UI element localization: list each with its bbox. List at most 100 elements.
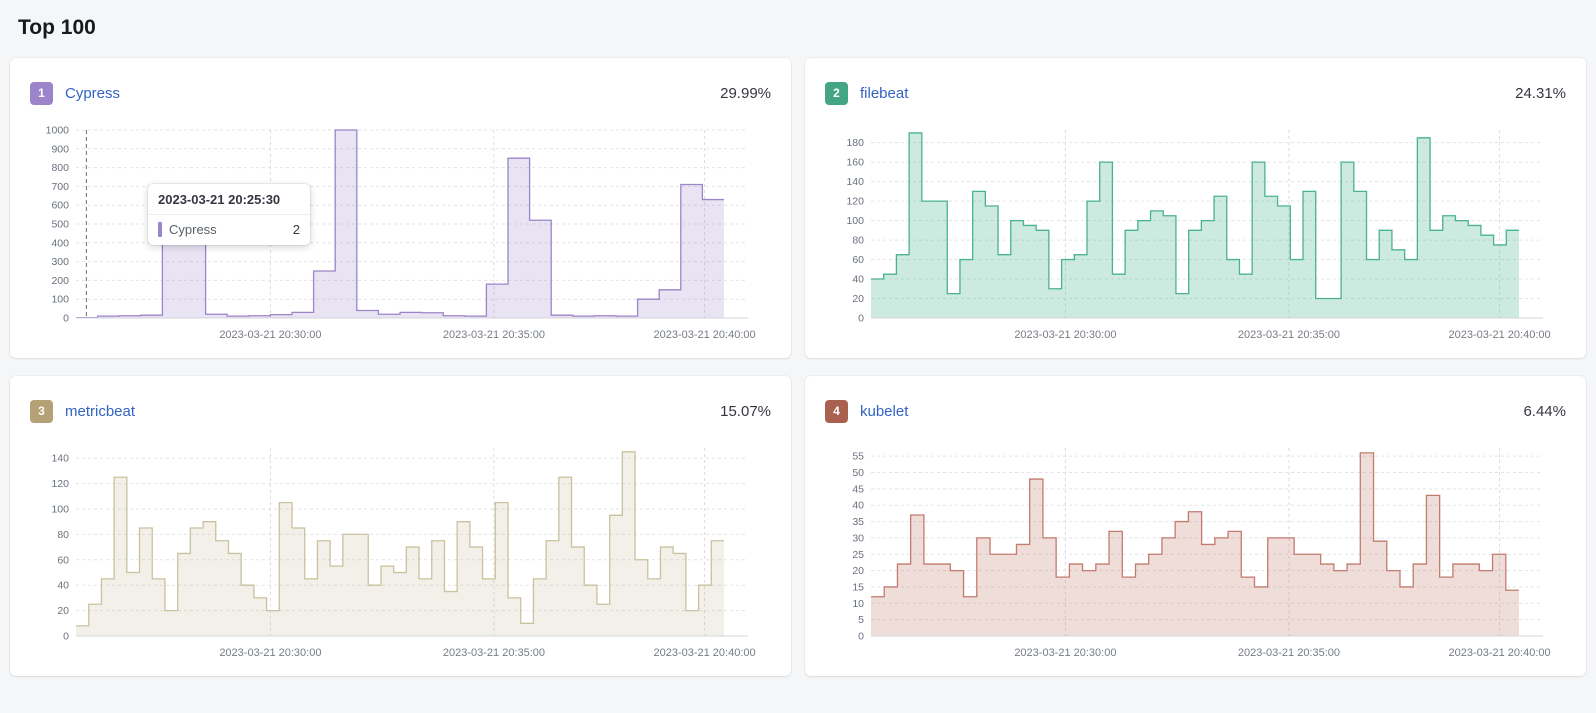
chart-card: 4 kubelet 6.44% 0 5 10 15 20 25 30 35 40 45 50 55 20…	[805, 376, 1586, 676]
svg-text:300: 300	[51, 256, 69, 268]
tooltip-series-value: 2	[292, 222, 300, 237]
chart-card: 3 metricbeat 15.07% 0 20 40 60 80 100 120 140 20…	[10, 376, 791, 676]
svg-text:120: 120	[846, 196, 864, 208]
series-line	[76, 451, 724, 627]
y-axis: 0 5 10 15 20 25 30 35 40 45 50 55	[852, 451, 1543, 643]
svg-text:55: 55	[852, 451, 864, 463]
chart-card: 1 Cypress 29.99% 0 100 200 300 400 500 600 700 8…	[10, 58, 791, 358]
page-title: Top 100	[18, 16, 96, 39]
svg-text:100: 100	[51, 503, 69, 515]
card-header: 1 Cypress 29.99%	[30, 80, 771, 106]
svg-text:5: 5	[858, 614, 864, 626]
svg-text:2023-03-21 20:35:00: 2023-03-21 20:35:00	[1238, 329, 1340, 341]
svg-text:1000: 1000	[46, 125, 70, 137]
svg-text:2023-03-21 20:40:00: 2023-03-21 20:40:00	[1448, 329, 1550, 341]
area-fill	[76, 451, 724, 636]
percent-value: 29.99%	[720, 84, 771, 102]
svg-text:100: 100	[846, 215, 864, 227]
svg-text:400: 400	[51, 237, 69, 249]
chart-svg: 0 5 10 15 20 25 30 35 40 45 50 55 2023-03-21 20:30:0…	[852, 448, 1551, 659]
area-fill	[871, 452, 1519, 636]
rank-badge: 1	[30, 81, 53, 105]
svg-text:2023-03-21 20:40:00: 2023-03-21 20:40:00	[653, 647, 755, 659]
svg-text:900: 900	[51, 143, 69, 155]
x-axis: 2023-03-21 20:30:00 2023-03-21 20:35:00 20…	[1014, 130, 1551, 341]
svg-text:50: 50	[852, 467, 864, 479]
svg-text:0: 0	[858, 313, 864, 325]
svg-text:2023-03-21 20:35:00: 2023-03-21 20:35:00	[443, 329, 545, 341]
svg-text:0: 0	[63, 313, 69, 325]
svg-text:2023-03-21 20:40:00: 2023-03-21 20:40:00	[1448, 647, 1550, 659]
cards-grid: 1 Cypress 29.99% 0 100 200 300 400 500 600 700 8…	[10, 58, 1586, 676]
svg-text:500: 500	[51, 219, 69, 231]
svg-text:120: 120	[51, 478, 69, 490]
series-line	[871, 132, 1519, 300]
svg-text:80: 80	[852, 235, 864, 247]
svg-text:60: 60	[852, 254, 864, 266]
chart-card: 2 filebeat 24.31% 0 20 40 60 80 100 120 140 160 1…	[805, 58, 1586, 358]
area-fill	[871, 132, 1519, 318]
series-link[interactable]: metricbeat	[65, 402, 136, 420]
rank-badge: 4	[825, 399, 848, 423]
svg-text:600: 600	[51, 200, 69, 212]
tooltip-time: 2023-03-21 20:25:30	[148, 184, 310, 215]
svg-text:20: 20	[852, 293, 864, 305]
svg-text:100: 100	[51, 294, 69, 306]
series-link[interactable]: filebeat	[860, 84, 909, 102]
svg-text:2023-03-21 20:30:00: 2023-03-21 20:30:00	[1014, 329, 1116, 341]
card-header: 3 metricbeat 15.07%	[30, 398, 771, 424]
area-chart[interactable]: 0 20 40 60 80 100 120 140 2023-03-21 20:30:00 202…	[30, 438, 771, 662]
svg-text:2023-03-21 20:35:00: 2023-03-21 20:35:00	[443, 647, 545, 659]
rank-badge: 3	[30, 399, 53, 423]
svg-text:0: 0	[858, 631, 864, 643]
area-chart[interactable]: 0 20 40 60 80 100 120 140 160 180 2023-03-21 20:30…	[825, 120, 1566, 344]
page: Top 100 1 Cypress 29.99% 0 100 200 300 400 50…	[10, 16, 1586, 676]
svg-text:800: 800	[51, 162, 69, 174]
svg-text:80: 80	[57, 529, 69, 541]
rank-badge: 2	[825, 81, 848, 105]
card-header: 4 kubelet 6.44%	[825, 398, 1566, 424]
svg-text:180: 180	[846, 137, 864, 149]
svg-text:700: 700	[51, 181, 69, 193]
svg-text:30: 30	[852, 532, 864, 544]
svg-text:140: 140	[846, 176, 864, 188]
svg-text:160: 160	[846, 157, 864, 169]
percent-value: 24.31%	[1515, 84, 1566, 102]
series-line	[871, 452, 1519, 598]
svg-text:40: 40	[852, 500, 864, 512]
svg-text:20: 20	[57, 605, 69, 617]
x-axis: 2023-03-21 20:30:00 2023-03-21 20:35:00 20…	[219, 130, 756, 341]
svg-text:140: 140	[51, 453, 69, 465]
svg-text:2023-03-21 20:30:00: 2023-03-21 20:30:00	[1014, 647, 1116, 659]
svg-text:35: 35	[852, 516, 864, 528]
svg-text:40: 40	[57, 580, 69, 592]
series-link[interactable]: kubelet	[860, 402, 909, 420]
svg-text:2023-03-21 20:30:00: 2023-03-21 20:30:00	[219, 647, 321, 659]
svg-text:60: 60	[57, 554, 69, 566]
percent-value: 6.44%	[1523, 402, 1566, 420]
area-chart[interactable]: 0 100 200 300 400 500 600 700 800 900 1000 2023-03-…	[30, 120, 771, 344]
tooltip-series-marker	[158, 222, 162, 237]
percent-value: 15.07%	[720, 402, 771, 420]
svg-text:2023-03-21 20:40:00: 2023-03-21 20:40:00	[653, 329, 755, 341]
svg-text:10: 10	[852, 598, 864, 610]
tooltip-series-name: Cypress	[169, 222, 217, 237]
x-axis: 2023-03-21 20:30:00 2023-03-21 20:35:00 20…	[1014, 448, 1551, 659]
svg-text:25: 25	[852, 549, 864, 561]
chart-svg: 0 20 40 60 80 100 120 140 160 180 2023-03-21 20:30…	[846, 130, 1551, 341]
x-axis: 2023-03-21 20:30:00 2023-03-21 20:35:00 20…	[219, 448, 756, 659]
svg-text:20: 20	[852, 565, 864, 577]
series-link[interactable]: Cypress	[65, 84, 121, 102]
svg-text:2023-03-21 20:35:00: 2023-03-21 20:35:00	[1238, 647, 1340, 659]
svg-text:45: 45	[852, 483, 864, 495]
area-chart[interactable]: 0 5 10 15 20 25 30 35 40 45 50 55 2023-03-21 20:30:0…	[825, 438, 1566, 662]
tooltip-row: Cypress 2	[148, 215, 310, 245]
svg-text:2023-03-21 20:30:00: 2023-03-21 20:30:00	[219, 329, 321, 341]
chart-svg: 0 100 200 300 400 500 600 700 800 900 1000 2023-03-…	[46, 125, 756, 342]
card-header: 2 filebeat 24.31%	[825, 80, 1566, 106]
svg-text:15: 15	[852, 581, 864, 593]
chart-tooltip: 2023-03-21 20:25:30 Cypress 2	[148, 184, 310, 245]
svg-text:200: 200	[51, 275, 69, 287]
svg-text:40: 40	[852, 274, 864, 286]
